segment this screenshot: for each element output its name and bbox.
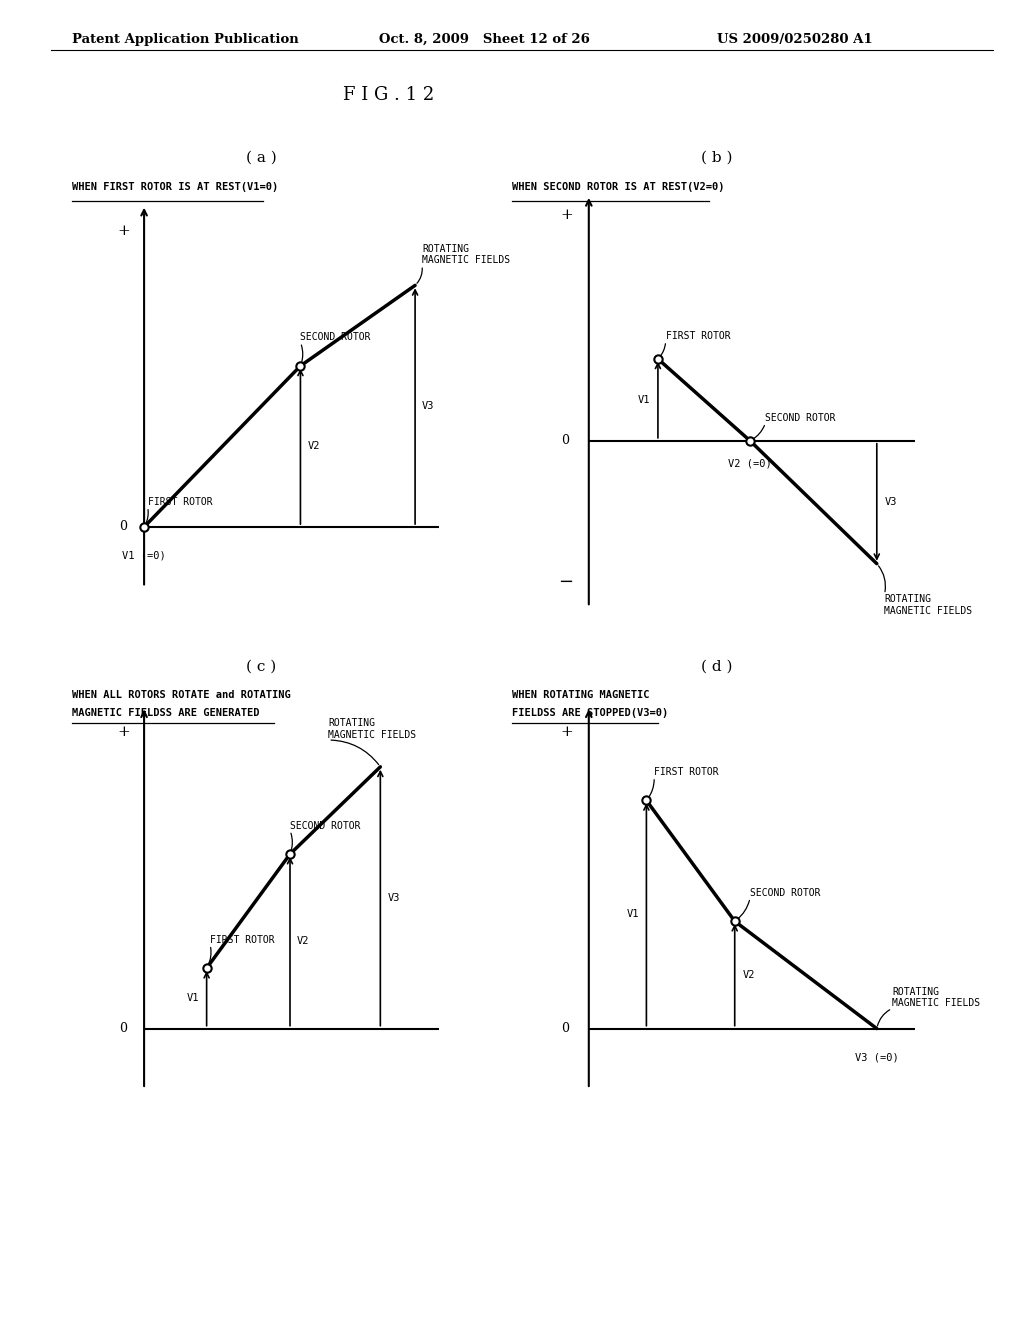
Text: SECOND ROTOR: SECOND ROTOR [300,333,371,342]
Text: +: + [561,207,573,222]
Text: 0: 0 [561,1022,569,1035]
Text: V2: V2 [297,936,309,946]
Text: MAGNETIC FIELDSS ARE GENERATED: MAGNETIC FIELDSS ARE GENERATED [72,708,259,718]
Text: +: + [118,223,130,238]
Text: WHEN FIRST ROTOR IS AT REST(V1=0): WHEN FIRST ROTOR IS AT REST(V1=0) [72,182,278,193]
Text: V3: V3 [885,498,897,507]
Text: ( a ): ( a ) [246,150,276,165]
Text: 0: 0 [119,1022,127,1035]
Text: FIELDSS ARE STOPPED(V3=0): FIELDSS ARE STOPPED(V3=0) [512,708,669,718]
Text: ROTATING
MAGNETIC FIELDS: ROTATING MAGNETIC FIELDS [422,244,510,265]
Text: V2: V2 [742,970,755,979]
Text: FIRST ROTOR: FIRST ROTOR [147,496,212,507]
Text: V3 (=0): V3 (=0) [855,1052,899,1063]
Text: V1 (=0): V1 (=0) [122,550,166,561]
Text: FIRST ROTOR: FIRST ROTOR [666,331,730,341]
Text: ( c ): ( c ) [246,659,276,673]
Text: V1: V1 [638,395,650,405]
Text: V2 (=0): V2 (=0) [728,459,772,469]
Text: WHEN ROTATING MAGNETIC: WHEN ROTATING MAGNETIC [512,690,649,701]
Text: ROTATING
MAGNETIC FIELDS: ROTATING MAGNETIC FIELDS [329,718,417,741]
Text: ( d ): ( d ) [701,659,732,673]
Text: Oct. 8, 2009   Sheet 12 of 26: Oct. 8, 2009 Sheet 12 of 26 [379,33,590,46]
Text: ( b ): ( b ) [701,150,732,165]
Text: SECOND ROTOR: SECOND ROTOR [766,413,836,422]
Text: WHEN SECOND ROTOR IS AT REST(V2=0): WHEN SECOND ROTOR IS AT REST(V2=0) [512,182,725,193]
Text: US 2009/0250280 A1: US 2009/0250280 A1 [717,33,872,46]
Text: FIRST ROTOR: FIRST ROTOR [210,935,274,945]
Text: V1: V1 [187,994,200,1003]
Text: −: − [558,573,573,591]
Text: V2: V2 [307,441,319,451]
Text: 0: 0 [119,520,127,533]
Text: F I G . 1 2: F I G . 1 2 [343,86,435,104]
Text: V1: V1 [627,909,639,920]
Text: V3: V3 [387,892,399,903]
Text: +: + [561,725,573,739]
Text: 0: 0 [561,434,569,447]
Text: SECOND ROTOR: SECOND ROTOR [290,821,360,830]
Text: Patent Application Publication: Patent Application Publication [72,33,298,46]
Text: ROTATING
MAGNETIC FIELDS: ROTATING MAGNETIC FIELDS [892,987,980,1008]
Text: FIRST ROTOR: FIRST ROTOR [654,767,719,777]
Text: WHEN ALL ROTORS ROTATE and ROTATING: WHEN ALL ROTORS ROTATE and ROTATING [72,690,291,701]
Text: +: + [118,725,130,739]
Text: ROTATING
MAGNETIC FIELDS: ROTATING MAGNETIC FIELDS [885,594,973,616]
Text: V3: V3 [422,401,434,411]
Text: SECOND ROTOR: SECOND ROTOR [750,888,820,898]
